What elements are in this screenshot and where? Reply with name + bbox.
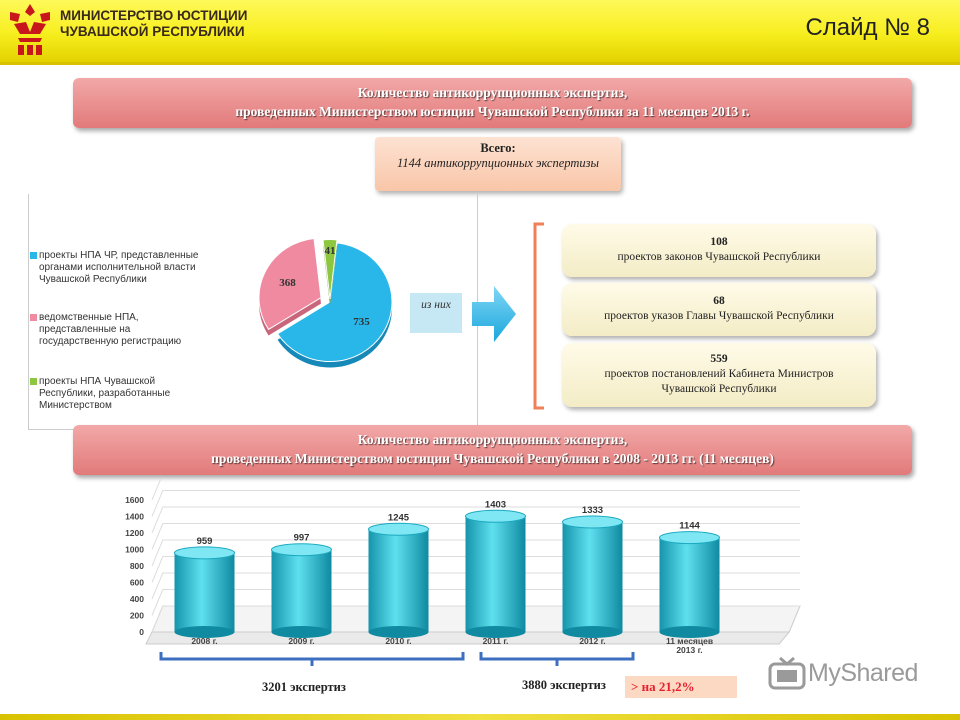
breakdown-resolutions-number: 559 bbox=[710, 353, 728, 365]
ministry-line-2: ЧУВАШСКОЙ РЕСПУБЛИКИ bbox=[60, 24, 245, 39]
x-tick-0: 2008 г. bbox=[191, 636, 217, 646]
bar-label-2: 1245 bbox=[388, 512, 410, 523]
y-tick-2: 400 bbox=[130, 594, 144, 604]
bar-0 bbox=[174, 546, 235, 638]
y-tick-7: 1400 bbox=[125, 512, 144, 522]
bar-1 bbox=[271, 543, 332, 638]
bar-4 bbox=[562, 515, 623, 638]
bar-chart: 0 200 400 600 800 1000 1200 1400 1600 959 2008 г. 9… bbox=[125, 478, 801, 655]
breakdown-decrees: 68 проектов указов Главы Чувашской Респу… bbox=[562, 283, 876, 336]
pie-slice-2 bbox=[322, 238, 338, 305]
x-tick-3: 2011 г. bbox=[483, 636, 509, 646]
bar-label-4: 1333 bbox=[582, 505, 603, 516]
summary-braces bbox=[159, 652, 635, 666]
banner1-line-1: Количество антикоррупционных экспертиз, bbox=[357, 85, 628, 100]
watermark-text: MyShared bbox=[808, 659, 918, 687]
total-box: Всего: 1144 антикоррупционных экспертизы bbox=[375, 137, 621, 191]
breakdown-resolutions: 559 проектов постановлений Кабинета Мини… bbox=[562, 343, 876, 407]
arrow-right-icon bbox=[472, 286, 516, 342]
breakdown-laws-number: 108 bbox=[710, 236, 728, 248]
slide-number: Слайд № 8 bbox=[805, 14, 930, 41]
y-tick-6: 1200 bbox=[125, 528, 144, 538]
legend-swatch-green bbox=[30, 378, 37, 385]
gridline-7 bbox=[151, 490, 800, 517]
pie-label-2: 41 bbox=[325, 245, 336, 257]
banner-title-2008-2013: Количество антикоррупционных экспертиз, … bbox=[73, 425, 912, 475]
pie-slice-1 bbox=[258, 237, 322, 336]
pie-slice-0 bbox=[276, 242, 393, 368]
banner-title-2013: Количество антикоррупционных экспертиз, … bbox=[73, 78, 912, 128]
bracket-icon bbox=[533, 222, 544, 410]
y-tick-8: 1600 bbox=[125, 495, 144, 505]
bar-2 bbox=[368, 522, 429, 638]
y-tick-1: 200 bbox=[130, 611, 144, 621]
legend-swatch-blue bbox=[30, 252, 37, 259]
x-tick-5: 11 месяцев 2013 г. bbox=[666, 636, 713, 655]
gridline-6 bbox=[151, 506, 800, 534]
pie-chart: 735 368 41 bbox=[258, 237, 393, 368]
legend-label-departmental: ведомственные НПА, представленные на гос… bbox=[39, 312, 182, 347]
x-tick-2: 2010 г. bbox=[385, 636, 411, 646]
bar-5 bbox=[659, 531, 720, 638]
header-divider bbox=[0, 62, 960, 65]
total-label: Всего: bbox=[480, 141, 516, 155]
x-tick-4: 2012 г. bbox=[579, 636, 605, 646]
banner2-line-2: проведенных Министерством юстиции Чувашс… bbox=[211, 451, 774, 466]
breakdown-decrees-text: проектов указов Главы Чувашской Республи… bbox=[604, 310, 834, 322]
legend-item-executive: проекты НПА ЧР, представленные органами … bbox=[30, 250, 200, 286]
bar-label-3: 1403 bbox=[485, 499, 506, 510]
legend-item-departmental: ведомственные НПА, представленные на гос… bbox=[30, 312, 200, 348]
legend-item-ministry: проекты НПА Чувашской Республики, разраб… bbox=[30, 376, 200, 412]
banner2-line-1: Количество антикоррупционных экспертиз, bbox=[357, 432, 628, 447]
ministry-line-1: МИНИСТЕРСТВО ЮСТИЦИИ bbox=[60, 8, 248, 23]
y-tick-3: 600 bbox=[130, 578, 144, 588]
increase-badge: > на 21,2% bbox=[625, 676, 737, 698]
summary-right: 3880 экспертиз bbox=[522, 678, 606, 692]
total-value: 1144 антикоррупционных экспертизы bbox=[397, 156, 599, 170]
pie-label-0: 735 bbox=[353, 316, 370, 328]
banner1-line-2: проведенных Министерством юстиции Чувашс… bbox=[235, 104, 750, 119]
header-bar: МИНИСТЕРСТВО ЮСТИЦИИ ЧУВАШСКОЙ РЕСПУБЛИК… bbox=[0, 0, 960, 62]
bar-label-0: 959 bbox=[197, 536, 213, 547]
breakdown-laws: 108 проектов законов Чувашской Республик… bbox=[562, 224, 876, 277]
of-them-label: из них bbox=[410, 293, 462, 333]
bar-label-5: 1144 bbox=[679, 521, 700, 532]
bar-label-1: 997 bbox=[294, 533, 310, 544]
legend-swatch-pink bbox=[30, 314, 37, 321]
emblem-icon bbox=[10, 4, 50, 55]
y-tick-0: 0 bbox=[139, 627, 144, 637]
breakdown-laws-text: проектов законов Чувашской Республики bbox=[617, 251, 821, 263]
summary-left: 3201 экспертиз bbox=[262, 680, 346, 694]
tv-icon bbox=[768, 656, 806, 690]
legend-label-executive: проекты НПА ЧР, представленные органами … bbox=[39, 250, 199, 285]
x-tick-1: 2009 г. bbox=[288, 636, 314, 646]
breakdown-resolutions-text: проектов постановлений Кабинета Министро… bbox=[604, 368, 834, 395]
y-tick-5: 1000 bbox=[125, 545, 144, 555]
ministry-title: МИНИСТЕРСТВО ЮСТИЦИИ ЧУВАШСКОЙ РЕСПУБЛИК… bbox=[60, 8, 247, 40]
bar-3 bbox=[465, 509, 526, 638]
pie-label-1: 368 bbox=[279, 277, 296, 289]
gridline-8 bbox=[151, 478, 162, 501]
bottom-stripe bbox=[0, 714, 960, 720]
breakdown-decrees-number: 68 bbox=[713, 295, 725, 307]
legend-label-ministry: проекты НПА Чувашской Республики, разраб… bbox=[39, 376, 171, 411]
y-tick-4: 800 bbox=[130, 561, 144, 571]
